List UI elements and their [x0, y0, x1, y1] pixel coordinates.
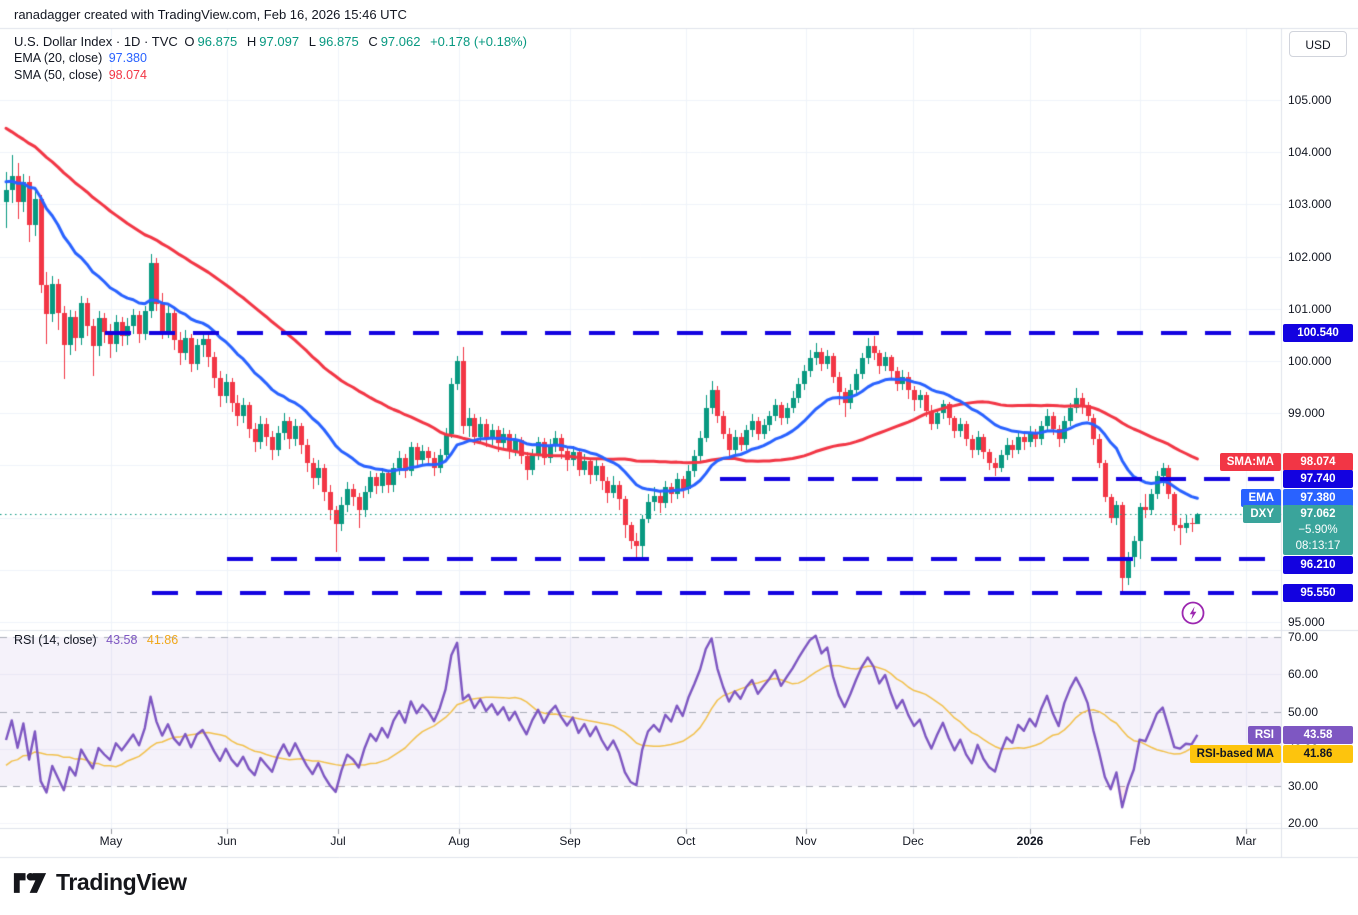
- bar-countdown-timer: 08:13:17: [1295, 540, 1341, 553]
- sma-legend-row: SMA (50, close) 98.074: [14, 67, 530, 84]
- axis-price-label-41.86: 41.86: [1283, 745, 1353, 764]
- symbol-legend-row: U.S. Dollar Index · 1D · TVC O 96.875 H 97…: [14, 33, 530, 50]
- tradingview-logo-text: TradingView: [56, 869, 187, 895]
- symbol-title: U.S. Dollar Index · 1D · TVC: [14, 34, 178, 49]
- axis-price-label-100.540: 100.540: [1283, 323, 1353, 342]
- rsima-series-tag: RSI-based MA: [1189, 745, 1281, 764]
- rsi-axis-tick-70.00: 70.00: [1288, 630, 1319, 644]
- rsi-value: 43.58: [106, 633, 138, 647]
- time-axis-label-Aug: Aug: [448, 834, 470, 848]
- ohlc-close: C 97.062: [368, 34, 421, 49]
- price-axis-tick-105.000: 105.000: [1288, 93, 1332, 107]
- chart-legend: U.S. Dollar Index · 1D · TVC O 96.875 H 97…: [14, 33, 530, 84]
- time-axis-label-Jul: Jul: [330, 834, 346, 848]
- tradingview-logo: TradingView: [13, 869, 187, 896]
- ohlc-open: O 96.875: [184, 34, 238, 49]
- rsi-axis-tick-30.00: 30.00: [1288, 779, 1319, 794]
- change-value: +0.178 (+0.18%): [430, 34, 527, 49]
- time-axis-label-Nov: Nov: [795, 834, 817, 848]
- dxy-series-tag: DXY: [1243, 505, 1281, 524]
- axis-price-label-96.210: 96.210: [1283, 556, 1353, 575]
- ema-legend-row: EMA (20, close) 97.380: [14, 50, 530, 67]
- time-axis-label-Feb: Feb: [1129, 834, 1151, 848]
- attribution-text: ranadagger created with TradingView.com,…: [14, 7, 407, 22]
- last-price-countdown-box: 97.062 −5.90% 08:13:17: [1283, 505, 1353, 556]
- flash-alert-icon[interactable]: [1180, 600, 1206, 626]
- time-axis-label-May: May: [99, 834, 123, 848]
- axis-price-label-98.074: 98.074: [1283, 452, 1353, 471]
- sma-series-tag: SMA:MA: [1219, 452, 1281, 471]
- time-axis-label-Dec: Dec: [902, 834, 924, 848]
- tradingview-logo-icon: [13, 872, 47, 893]
- rsi-axis-tick-20.00: 20.00: [1288, 816, 1319, 831]
- time-axis-label-Sep: Sep: [559, 834, 581, 848]
- axis-price-label-97.740: 97.740: [1283, 469, 1353, 488]
- rsi-ma-value: 41.86: [146, 633, 179, 647]
- time-axis-label-Mar: Mar: [1235, 834, 1257, 848]
- ema-series-tag: EMA: [1241, 488, 1281, 507]
- ohlc-low: L 96.875: [308, 34, 359, 49]
- sma-value: 98.074: [108, 68, 147, 82]
- ema-value: 97.380: [108, 51, 147, 65]
- time-axis-label-Oct: Oct: [676, 834, 696, 848]
- time-axis-label-2026: 2026: [1016, 834, 1044, 848]
- change-percent-value: −5.90%: [1298, 524, 1338, 537]
- sma-label: SMA (50, close): [14, 68, 103, 82]
- rsi-axis-tick-60.00: 60.00: [1288, 667, 1319, 682]
- last-price-value: 97.062: [1300, 508, 1336, 521]
- currency-axis-button[interactable]: USD: [1289, 31, 1347, 57]
- axis-price-label-43.58: 43.58: [1283, 726, 1353, 745]
- price-axis-tick-101.000: 101.000: [1288, 301, 1332, 316]
- price-axis-tick-102.000: 102.000: [1288, 249, 1332, 264]
- rsi-series-tag: RSI: [1247, 726, 1281, 745]
- rsi-legend-row: RSI (14, close) 43.58 41.86: [14, 633, 178, 647]
- rsi-axis-tick-50.00: 50.00: [1288, 704, 1319, 719]
- time-axis-label-Jun: Jun: [217, 834, 237, 848]
- price-axis-tick-99.000: 99.000: [1288, 406, 1325, 421]
- price-axis-tick-104.000: 104.000: [1288, 145, 1332, 160]
- price-axis-tick-95.000: 95.000: [1288, 615, 1325, 629]
- ohlc-high: H 97.097: [246, 34, 300, 49]
- ema-label: EMA (20, close): [14, 51, 103, 65]
- axis-price-label-95.550: 95.550: [1283, 584, 1353, 603]
- axis-price-label-97.380: 97.380: [1283, 488, 1353, 507]
- price-axis-tick-103.000: 103.000: [1288, 197, 1332, 212]
- price-axis-tick-100.000: 100.000: [1288, 354, 1332, 368]
- rsi-label: RSI (14, close): [14, 633, 97, 647]
